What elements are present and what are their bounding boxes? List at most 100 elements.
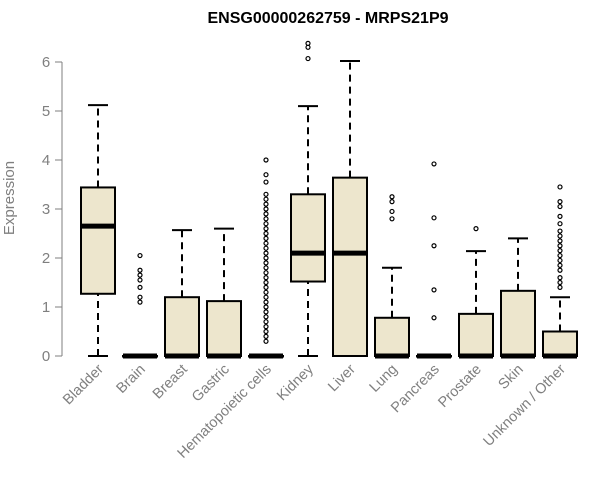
outlier-point [137,277,143,283]
outlier-point [389,208,395,215]
outlier-point [263,201,269,207]
y-tick-label: 5 [42,103,50,120]
outlier-point [557,275,563,281]
y-tick-label: 6 [42,54,50,71]
outlier-point [431,215,437,221]
box-brain [122,252,158,359]
x-category-label: Kidney [274,361,317,404]
outlier-point [263,216,269,222]
box-breast [164,229,200,359]
outlier-point [263,270,269,276]
box-kidney [290,40,326,357]
y-tick-label: 1 [42,299,50,316]
outlier-point [557,267,563,273]
outlier-point [263,157,269,163]
boxes-group [80,40,578,359]
outlier-point [137,252,143,259]
iqr-box [542,330,578,357]
outlier-point [263,179,269,185]
outlier-point [263,304,269,310]
iqr-box [500,289,536,357]
iqr-box [290,193,326,283]
iqr-box [164,296,200,358]
box-lung [374,194,410,359]
x-category-label: Lung [367,362,401,396]
outlier-point [557,243,563,249]
outlier-point [263,211,269,217]
x-category-label: Skin [496,362,527,393]
y-axis: 0 1 2 3 4 5 6 [42,54,63,365]
outlier-point [557,284,563,290]
outlier-point [263,196,269,202]
outlier-point [263,333,269,339]
outlier-point [263,314,269,320]
outlier-point [263,240,269,246]
x-category-label: Brain [114,362,149,397]
outlier-point [263,260,269,266]
outlier-point [263,191,269,197]
outlier-point [389,216,395,222]
outlier-point [557,238,563,244]
outlier-point [263,294,269,300]
outlier-point [305,55,311,62]
outlier-point [263,250,269,256]
y-tick-label: 3 [42,201,50,218]
outlier-point [263,230,269,237]
outlier-point [557,279,563,286]
box-bladder [80,104,116,357]
outlier-point [263,338,269,344]
box-hematopoietic-cells [248,157,284,359]
outlier-point [263,284,269,290]
outlier-point [137,299,143,305]
outlier-point [137,294,143,300]
box-skin [500,237,536,359]
iqr-box [206,300,242,357]
outlier-point [431,161,437,167]
y-tick-label: 0 [42,348,50,365]
iqr-box [458,312,494,357]
box-liver [332,60,368,357]
outlier-point [263,226,269,232]
outlier-point [431,287,437,293]
outlier-point [557,203,563,210]
iqr-box [332,176,368,357]
outlier-point [263,279,269,286]
iqr-box [374,316,410,357]
outlier-point [557,228,563,234]
outlier-point [557,248,563,254]
y-tick-label: 2 [42,250,50,267]
box-pancreas [416,161,452,359]
outlier-point [431,315,437,321]
outlier-point [263,206,269,212]
outlier-point [389,194,395,200]
outlier-point [473,226,479,232]
outlier-point [389,199,395,205]
y-tick-label: 4 [42,152,50,169]
x-category-label: Bladder [60,361,107,408]
outlier-point [557,184,563,190]
outlier-point [137,272,143,278]
outlier-point [263,275,269,281]
outlier-point [263,245,269,251]
outlier-point [263,324,269,330]
outlier-point [263,328,269,335]
outlier-point [263,221,269,227]
outlier-point [263,265,269,271]
outlier-point [557,252,563,259]
outlier-point [431,243,437,249]
outlier-point [263,255,269,261]
outlier-point [557,262,563,268]
box-unknown-other [542,184,578,359]
x-category-label: Breast [150,362,191,403]
y-axis-label: Expression [1,161,18,235]
iqr-box [80,186,116,295]
outlier-point [263,319,269,325]
outlier-point [263,289,269,295]
outlier-point [557,221,563,227]
outlier-point [557,257,563,264]
outlier-point [137,284,143,290]
chart-title: ENSG00000262759 - MRPS21P9 [207,10,448,27]
outlier-point [557,233,563,239]
